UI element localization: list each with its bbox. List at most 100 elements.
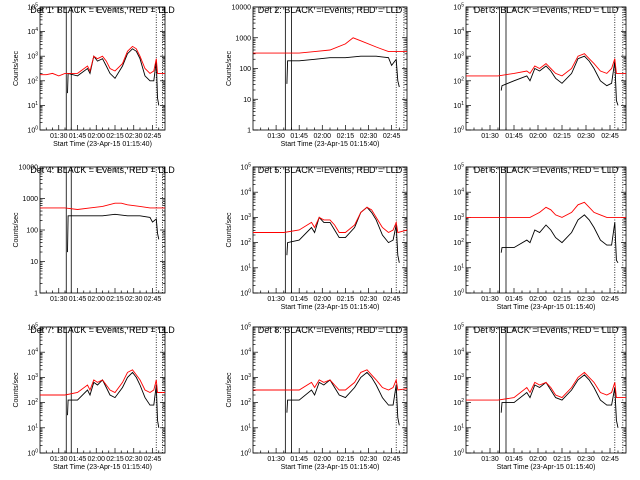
- y-tick-label: 105: [453, 163, 464, 172]
- y-tick-label: 1: [34, 291, 38, 298]
- x-tick-label: 02:45: [383, 296, 401, 303]
- panel-title: Det 7: BLACK = Events, RED = LLD: [30, 325, 175, 335]
- x-tick-label: 02:30: [577, 133, 595, 140]
- x-tick-label: 02:30: [125, 456, 143, 463]
- detector-panel-5: Det 5: BLACK = Events, RED = LLD 100 101 10…: [226, 163, 408, 311]
- x-tick-label: 02:30: [577, 296, 595, 303]
- y-tick-label: 102: [27, 76, 38, 85]
- y-tick-label: 105: [240, 163, 251, 172]
- plot-frame: [39, 326, 166, 454]
- panel-title: Det 4: BLACK = Events, RED = LLD: [30, 165, 175, 175]
- y-tick-label: 105: [453, 323, 464, 332]
- x-tick-label: 01:30: [267, 133, 285, 140]
- y-tick-label: 1: [247, 128, 251, 135]
- y-tick-label: 105: [240, 323, 251, 332]
- detector-panel-8: Det 8: BLACK = Events, RED = LLD 100 101 10…: [226, 323, 408, 471]
- events-series-line: [286, 55, 400, 88]
- plot-frame: [252, 6, 408, 131]
- x-tick-label: 02:00: [87, 133, 105, 140]
- x-tick-label: 01:45: [69, 133, 87, 140]
- x-tick-label: 02:45: [383, 456, 401, 463]
- lld-series-line: [253, 37, 407, 54]
- y-axis-label: Counts/sec: [13, 212, 20, 248]
- lld-series-line: [40, 369, 165, 396]
- events-series-line: [286, 371, 400, 426]
- y-tick-label: 100: [27, 449, 38, 458]
- x-tick-label: 02:15: [106, 133, 124, 140]
- y-tick-label: 100: [453, 126, 464, 135]
- y-tick-label: 104: [240, 348, 251, 357]
- x-tick-label: 01:45: [69, 296, 87, 303]
- y-tick-label: 101: [27, 423, 38, 432]
- detector-panel-4: Det 4: BLACK = Events, RED = LLD 1 10 100 10…: [13, 165, 175, 304]
- y-tick-label: 100: [240, 449, 251, 458]
- x-tick-label: 02:00: [87, 296, 105, 303]
- lld-series-line: [253, 206, 407, 234]
- detector-panel-1: Det 1: BLACK = Events, RED = LLD 100 101 10…: [13, 3, 175, 149]
- x-tick-label: 01:30: [50, 296, 68, 303]
- panel-title: Det 2: BLACK = Events, RED = LLD: [258, 5, 403, 15]
- x-axis-label: Start Time (23-Apr-15 01:15:40): [281, 464, 380, 471]
- x-tick-label: 02:15: [337, 296, 355, 303]
- plot-frame: [465, 6, 627, 131]
- y-tick-label: 10000: [19, 165, 39, 172]
- x-tick-label: 02:00: [314, 456, 332, 463]
- x-tick-label: 02:15: [553, 456, 571, 463]
- y-tick-label: 10: [30, 259, 38, 266]
- x-tick-label: 02:15: [106, 296, 124, 303]
- y-tick-label: 1000: [22, 196, 38, 203]
- lld-series-line: [40, 45, 165, 77]
- y-tick-label: 104: [240, 188, 251, 197]
- y-tick-label: 100: [453, 449, 464, 458]
- y-tick-label: 100: [27, 126, 38, 135]
- events-series-line: [67, 371, 160, 428]
- events-series-line: [286, 206, 400, 263]
- x-tick-label: 02:30: [577, 456, 595, 463]
- y-tick-label: 101: [453, 263, 464, 272]
- plot-frame: [252, 166, 408, 294]
- panel-title: Det 6: BLACK = Events, RED = LLD: [474, 165, 619, 175]
- y-tick-label: 102: [27, 398, 38, 407]
- x-axis-label: Start Time (23-Apr-15 01:15:40): [497, 464, 596, 471]
- x-tick-label: 01:30: [481, 133, 499, 140]
- detector-panel-7: Det 7: BLACK = Events, RED = LLD 100 101 10…: [13, 323, 175, 472]
- x-tick-label: 01:45: [69, 456, 87, 463]
- detector-panel-6: Det 6: BLACK = Events, RED = LLD 100 101 10…: [453, 163, 627, 311]
- x-tick-label: 02:30: [125, 133, 143, 140]
- x-tick-label: 01:45: [290, 133, 308, 140]
- y-tick-label: 103: [27, 52, 38, 61]
- events-series-line: [500, 55, 619, 106]
- y-tick-label: 105: [27, 3, 38, 12]
- events-series-line: [67, 213, 160, 253]
- plot-frame: [39, 6, 166, 131]
- x-tick-label: 01:30: [50, 133, 68, 140]
- x-tick-label: 02:00: [529, 296, 547, 303]
- y-axis-label: Counts/sec: [226, 50, 233, 86]
- lld-series-line: [40, 202, 165, 210]
- x-tick-label: 02:45: [601, 456, 619, 463]
- x-tick-label: 02:00: [314, 296, 332, 303]
- events-series-line: [67, 48, 160, 106]
- y-axis-label: Counts/sec: [13, 372, 20, 408]
- y-tick-label: 103: [240, 373, 251, 382]
- y-tick-label: 100: [26, 228, 38, 235]
- x-tick-label: 02:00: [529, 456, 547, 463]
- y-tick-label: 103: [453, 373, 464, 382]
- x-tick-label: 01:30: [267, 296, 285, 303]
- y-tick-label: 100: [453, 289, 464, 298]
- plot-frame: [465, 166, 627, 294]
- y-tick-label: 101: [453, 101, 464, 110]
- y-tick-label: 102: [453, 238, 464, 247]
- panel-title: Det 5: BLACK = Events, RED = LLD: [258, 165, 403, 175]
- x-tick-label: 01:45: [505, 296, 523, 303]
- y-tick-label: 105: [27, 323, 38, 332]
- panel-title: Det 1: BLACK = Events, RED = LLD: [30, 5, 175, 15]
- events-series-line: [500, 374, 619, 428]
- panel-title: Det 9: BLACK = Events, RED = LLD: [474, 325, 619, 335]
- x-tick-label: 01:45: [290, 296, 308, 303]
- x-tick-label: 02:45: [383, 133, 401, 140]
- lld-series-line: [466, 371, 626, 401]
- detector-panel-9: Det 9: BLACK = Events, RED = LLD 100 101 10…: [453, 323, 627, 471]
- detector-panel-2: Det 2: BLACK = Events, RED = LLD 1 10 100 10…: [226, 5, 408, 148]
- y-tick-label: 101: [27, 101, 38, 110]
